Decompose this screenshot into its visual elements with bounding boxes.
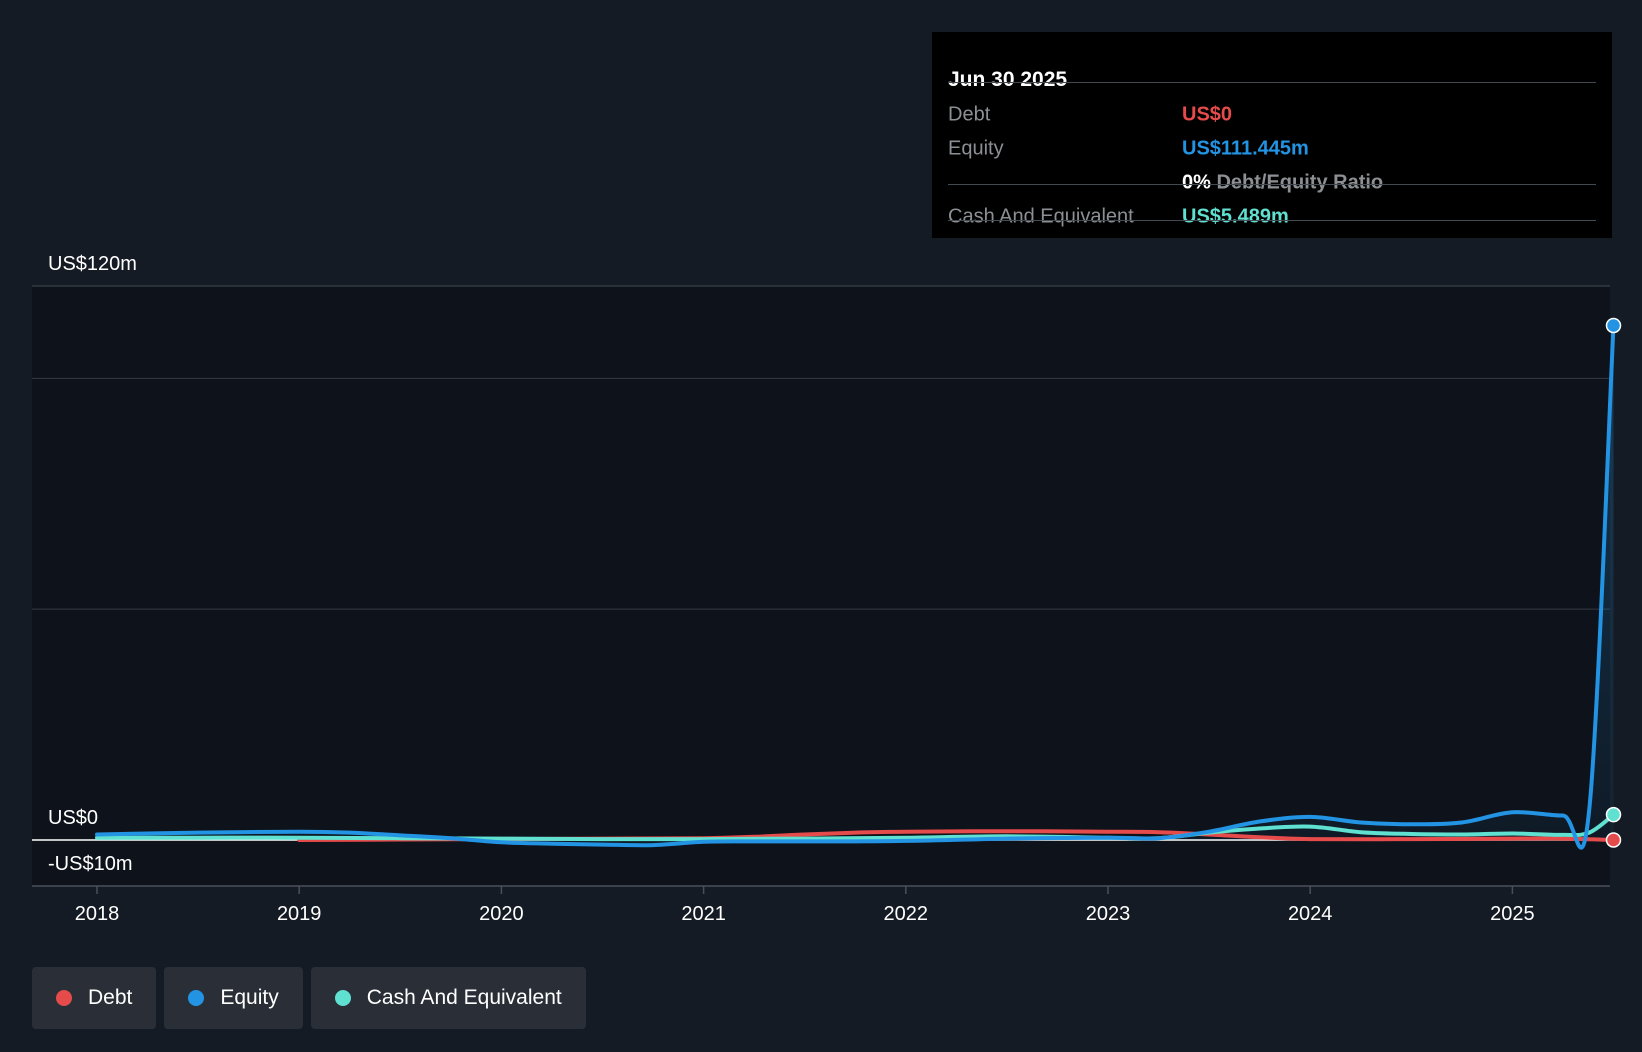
x-tick-label: 2019	[277, 903, 322, 925]
legend-item-debt[interactable]: Debt	[32, 967, 157, 1029]
tooltip-debt-label: Debt	[948, 103, 991, 126]
y-axis-label-zero: US$0	[48, 807, 98, 829]
tooltip-ratio: 0% Debt/Equity Ratio	[1182, 172, 1383, 195]
legend: Debt Equity Cash And Equivalent	[32, 967, 586, 1029]
end-point-equity	[1605, 317, 1622, 334]
tooltip-divider	[948, 220, 1596, 221]
x-tick-label: 2021	[681, 903, 726, 925]
tooltip-divider	[948, 184, 1596, 185]
tooltip-row-ratio: 0% Debt/Equity Ratio	[948, 166, 1596, 200]
legend-dot-icon	[188, 990, 205, 1006]
y-axis-label-bottom: -US$10m	[48, 853, 132, 875]
x-tick-label: 2023	[1086, 903, 1131, 925]
tooltip-ratio-label: Debt/Equity Ratio	[1216, 171, 1384, 194]
end-point-debt	[1605, 832, 1622, 848]
tooltip-ratio-value: 0%	[1182, 171, 1211, 194]
tooltip-date: Jun 30 2025	[948, 68, 1068, 91]
plot-area	[32, 286, 1610, 886]
tooltip-row-cash: Cash And Equivalent US$5.489m	[948, 200, 1596, 234]
legend-label: Equity	[220, 986, 279, 1009]
series-line-equity	[95, 323, 1616, 850]
tooltip-divider	[948, 82, 1596, 83]
end-point-cash-and-equivalent	[1605, 806, 1622, 823]
tooltip-row-equity: Equity US$111.445m	[948, 132, 1596, 166]
x-tick-label: 2018	[75, 903, 120, 925]
legend-item-cash[interactable]: Cash And Equivalent	[310, 967, 586, 1029]
tooltip-cash-value: US$5.489m	[1182, 205, 1289, 228]
x-tick-label: 2022	[884, 903, 929, 925]
tooltip-row-debt: Debt US$0	[948, 98, 1596, 132]
tooltip-debt-value: US$0	[1182, 103, 1233, 126]
legend-label: Debt	[88, 986, 133, 1009]
legend-item-equity[interactable]: Equity	[164, 967, 303, 1029]
legend-dot-icon	[334, 990, 351, 1006]
tooltip-cash-label: Cash And Equivalent	[948, 205, 1134, 228]
tooltip: Jun 30 2025 Debt US$0 Equity US$111.445m…	[932, 32, 1612, 238]
tooltip-equity-label: Equity	[948, 137, 1004, 160]
y-axis-label-top: US$120m	[48, 253, 137, 275]
legend-dot-icon	[56, 990, 72, 1006]
x-tick-label: 2024	[1288, 903, 1333, 925]
legend-label: Cash And Equivalent	[366, 986, 562, 1009]
tooltip-equity-value: US$111.445m	[1182, 137, 1309, 160]
x-tick-label: 2020	[479, 903, 524, 925]
x-tick-label: 2025	[1490, 903, 1535, 925]
